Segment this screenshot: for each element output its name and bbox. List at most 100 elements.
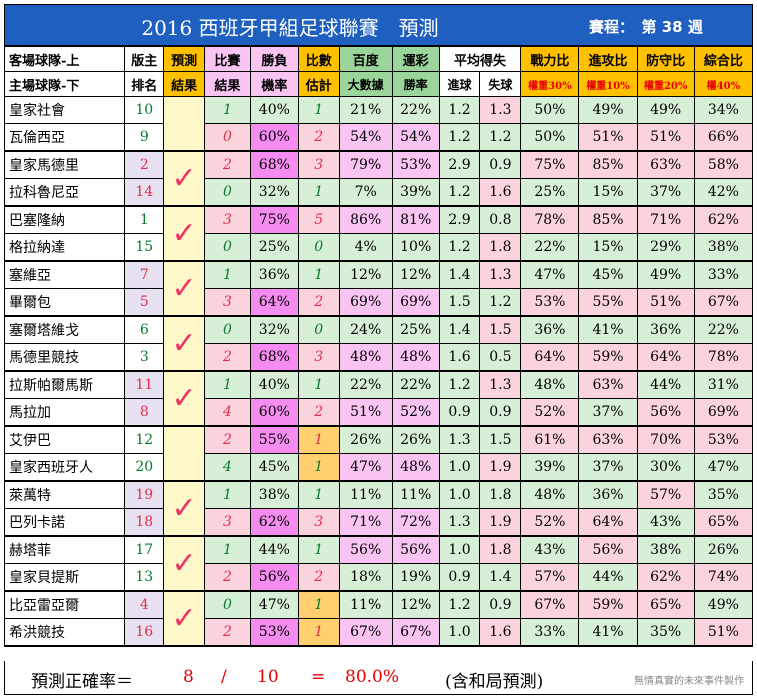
win-prob-cell: 60% xyxy=(249,398,299,427)
baidu-cell: 69% xyxy=(338,288,393,317)
yuncai-cell: 22% xyxy=(391,370,440,399)
team-name: 拉科魯尼亞 xyxy=(3,178,126,207)
rank-cell: 5 xyxy=(124,288,165,317)
header-yuncai: 運彩 xyxy=(391,46,440,72)
atk-ratio-cell: 85% xyxy=(578,150,638,179)
goals-for-cell: 1.3 xyxy=(438,425,481,454)
baidu-cell: 24% xyxy=(338,315,393,344)
prediction-cell: ✓ xyxy=(163,370,205,427)
goals-against-cell: 1.4 xyxy=(479,563,522,592)
baidu-cell: 7% xyxy=(338,178,393,207)
yuncai-cell: 81% xyxy=(391,205,440,234)
baidu-cell: 26% xyxy=(338,425,393,454)
war-ratio-cell: 67% xyxy=(520,590,580,619)
rank-cell: 19 xyxy=(124,480,165,509)
baidu-cell: 12% xyxy=(338,260,393,289)
score-est-cell: 1 xyxy=(297,618,340,647)
page-title: 2016 西班牙甲組足球聯賽 預測 xyxy=(141,16,439,40)
accuracy-label: 預測正確率＝ xyxy=(31,672,133,692)
rank-cell: 9 xyxy=(124,123,165,152)
table-row: 畢爾包 5 3 64% 2 69% 69% 1.5 1.2 53% 55% 51% 67% xyxy=(3,288,754,317)
header-avg: 平均得失 xyxy=(438,46,522,72)
atk-ratio-cell: 55% xyxy=(578,288,638,317)
def-ratio-cell: 51% xyxy=(636,123,695,152)
win-prob-cell: 75% xyxy=(249,205,299,234)
war-ratio-cell: 52% xyxy=(520,508,580,537)
goals-for-cell: 1.6 xyxy=(438,343,481,372)
team-name: 馬拉加 xyxy=(3,398,126,427)
score-est-cell: 2 xyxy=(297,123,340,152)
atk-ratio-cell: 36% xyxy=(578,480,638,509)
header-baidu-2: 大數據 xyxy=(338,71,393,97)
score-est-cell: 1 xyxy=(297,260,340,289)
def-ratio-cell: 49% xyxy=(636,260,695,289)
team-name: 塞爾塔維戈 xyxy=(3,315,126,344)
header-rank-2: 排名 xyxy=(124,71,165,97)
atk-ratio-cell: 63% xyxy=(578,370,638,399)
goals-for-cell: 2.9 xyxy=(438,150,481,179)
war-ratio-cell: 53% xyxy=(520,288,580,317)
goals-against-cell: 1.2 xyxy=(479,288,522,317)
baidu-cell: 56% xyxy=(338,535,393,564)
yuncai-cell: 72% xyxy=(391,508,440,537)
table-row: 格拉納達 15 0 25% 0 4% 10% 1.2 1.8 22% 15% 29% 38% xyxy=(3,233,754,262)
yuncai-cell: 69% xyxy=(391,288,440,317)
score-est-cell: 2 xyxy=(297,563,340,592)
check-icon: ✓ xyxy=(171,160,197,196)
header-yuncai-2: 勝率 xyxy=(391,71,440,97)
score-est-cell: 1 xyxy=(297,453,340,482)
header-def: 防守比 xyxy=(636,46,695,72)
win-prob-cell: 60% xyxy=(249,123,299,152)
win-prob-cell: 55% xyxy=(249,425,299,454)
accuracy-slash: / xyxy=(221,667,227,687)
rank-cell: 17 xyxy=(124,535,165,564)
table-row: 塞維亞 7 ✓ 1 36% 1 12% 12% 1.4 1.3 47% 45% 49% 33% xyxy=(3,260,754,317)
result-cell: 2 xyxy=(203,150,251,179)
atk-ratio-cell: 15% xyxy=(578,178,638,207)
atk-ratio-cell: 37% xyxy=(578,398,638,427)
tot-ratio-cell: 65% xyxy=(693,508,754,537)
header-row-2: 主場球隊-下 排名 結果 結果 機率 估計 大數據 勝率 進球 失球 權重30%… xyxy=(3,71,754,97)
score-est-cell: 0 xyxy=(297,315,340,344)
header-score: 比數 xyxy=(297,46,340,72)
prediction-cell xyxy=(163,425,205,482)
def-ratio-cell: 35% xyxy=(636,618,695,647)
goals-against-cell: 0.8 xyxy=(479,205,522,234)
goals-against-cell: 1.3 xyxy=(479,370,522,399)
table-row: 拉科魯尼亞 14 0 32% 1 7% 39% 1.2 1.6 25% 15% 37% 42% xyxy=(3,178,754,207)
baidu-cell: 22% xyxy=(338,370,393,399)
prediction-cell: ✓ xyxy=(163,260,205,317)
tot-ratio-cell: 31% xyxy=(693,370,754,399)
goals-for-cell: 1.2 xyxy=(438,590,481,619)
check-icon: ✓ xyxy=(171,215,197,251)
result-cell: 2 xyxy=(203,618,251,647)
win-prob-cell: 53% xyxy=(249,618,299,647)
result-cell: 1 xyxy=(203,96,251,124)
score-est-cell: 2 xyxy=(297,288,340,317)
win-prob-cell: 56% xyxy=(249,563,299,592)
tot-ratio-cell: 35% xyxy=(693,480,754,509)
check-icon: ✓ xyxy=(171,270,197,306)
header-result: 比賽 xyxy=(203,46,251,72)
baidu-cell: 51% xyxy=(338,398,393,427)
goals-against-cell: 0.9 xyxy=(479,590,522,619)
atk-ratio-cell: 41% xyxy=(578,618,638,647)
accuracy-equals: = xyxy=(311,667,326,687)
baidu-cell: 67% xyxy=(338,618,393,647)
table-row: 希洪競技 16 2 53% 1 67% 67% 1.0 1.6 33% 41% 35% 51% xyxy=(3,618,754,647)
def-ratio-cell: 71% xyxy=(636,205,695,234)
def-ratio-cell: 57% xyxy=(636,480,695,509)
score-est-cell: 1 xyxy=(297,535,340,564)
goals-for-cell: 0.9 xyxy=(438,563,481,592)
yuncai-cell: 67% xyxy=(391,618,440,647)
prediction-cell: ✓ xyxy=(163,205,205,262)
baidu-cell: 21% xyxy=(338,96,393,124)
team-name: 皇家馬德里 xyxy=(3,150,126,179)
result-cell: 4 xyxy=(203,398,251,427)
rank-cell: 10 xyxy=(124,96,165,124)
prediction-table: 客場球隊-上 版主 預測 比賽 勝負 比數 百度 運彩 平均得失 戰力比 進攻比… xyxy=(3,46,754,647)
goals-for-cell: 1.4 xyxy=(438,315,481,344)
prediction-cell xyxy=(163,96,205,152)
yuncai-cell: 12% xyxy=(391,260,440,289)
rank-cell: 20 xyxy=(124,453,165,482)
